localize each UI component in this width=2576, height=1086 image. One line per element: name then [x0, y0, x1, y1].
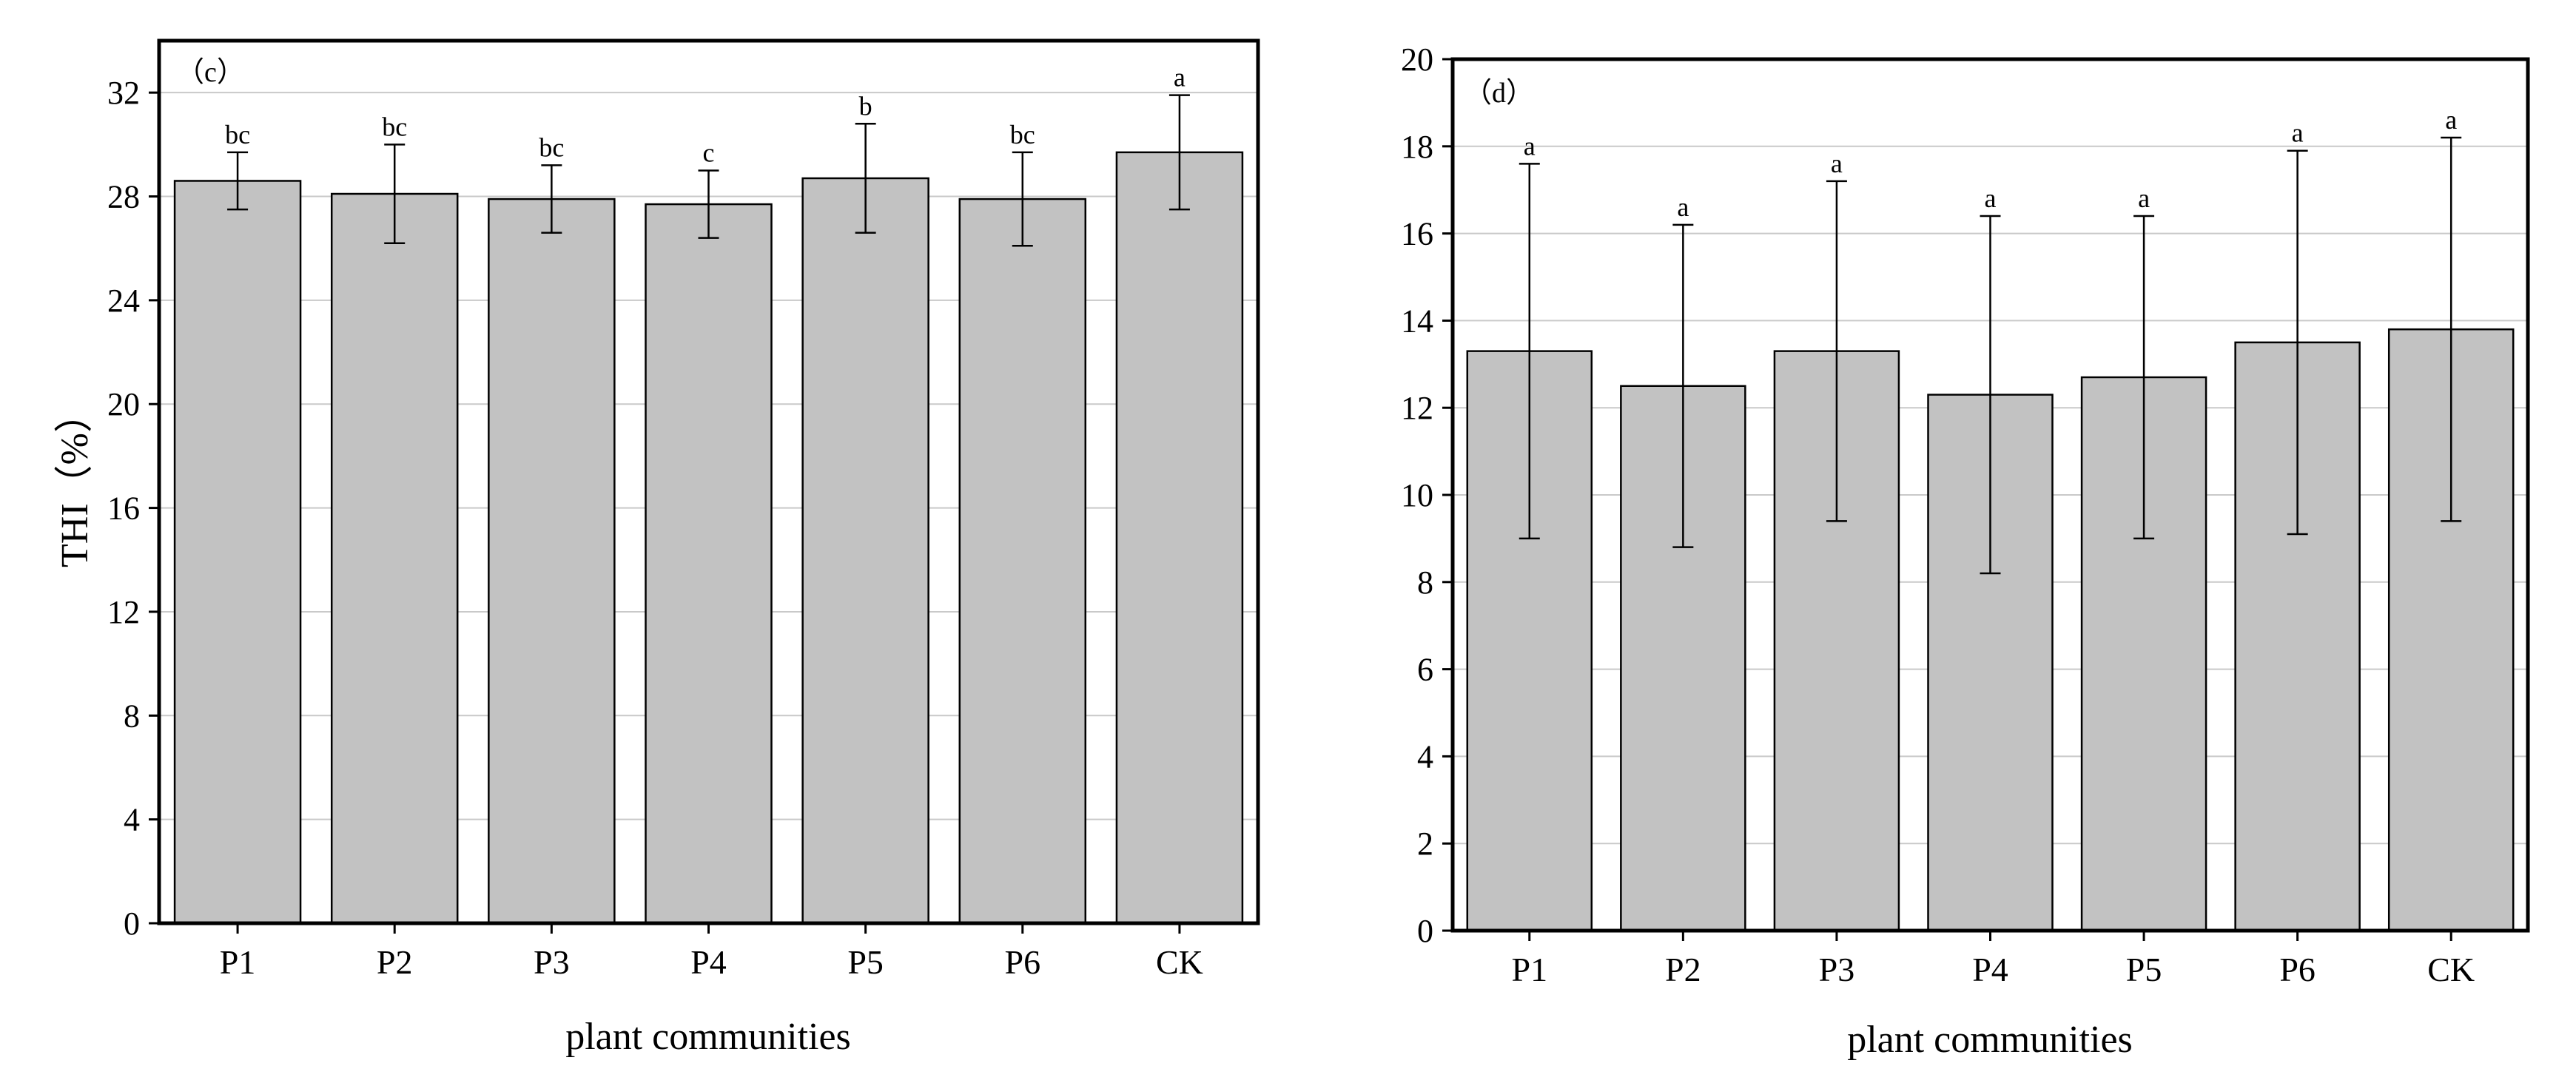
x-axis-title-c: plant communities [565, 1016, 851, 1058]
x-tick-label: P1 [220, 943, 256, 981]
x-tick-label: P5 [2126, 951, 2162, 988]
y-axis-title-c: THI（%） [54, 394, 96, 567]
significance-label: a [1831, 149, 1843, 178]
x-tick-label: P1 [1511, 951, 1547, 988]
y-tick-label: 12 [107, 594, 140, 630]
y-tick-label: 16 [1401, 216, 1433, 252]
bar-p5 [801, 177, 929, 925]
x-tick-label: P3 [534, 943, 570, 981]
x-tick-label: CK [1156, 943, 1203, 981]
y-tick-label: 2 [1417, 826, 1433, 862]
x-tick-label: P2 [1665, 951, 1701, 988]
significance-label: a [1174, 63, 1186, 92]
x-tick-label: P6 [1004, 943, 1040, 981]
y-tick-label: 20 [1401, 41, 1433, 78]
y-tick-label: 6 [1417, 652, 1433, 688]
y-tick-label: 0 [1417, 913, 1433, 949]
bar-p4 [645, 203, 773, 925]
significance-label: a [1985, 183, 1997, 213]
plot-frame-d [1450, 57, 2530, 933]
significance-label: bc [1010, 120, 1035, 149]
significance-label: bc [225, 120, 250, 149]
significance-label: a [2445, 105, 2457, 135]
significance-label: bc [539, 132, 564, 162]
y-tick-label: 8 [124, 698, 140, 734]
bar-p2 [330, 192, 459, 925]
panel-label-c: （c） [176, 57, 245, 88]
y-tick-label: 0 [124, 905, 140, 942]
y-tick-label: 8 [1417, 564, 1433, 601]
y-tick-label: 12 [1401, 390, 1433, 426]
x-tick-label: P5 [847, 943, 884, 981]
y-tick-label: 32 [107, 75, 140, 111]
y-tick-label: 14 [1401, 303, 1433, 339]
y-tick-label: 4 [124, 802, 140, 838]
y-tick-label: 24 [107, 283, 140, 319]
x-tick-label: P4 [690, 943, 727, 981]
y-tick-label: 16 [107, 490, 140, 527]
x-tick-label: P2 [377, 943, 413, 981]
significance-label: a [1524, 131, 1536, 161]
y-tick-label: 28 [107, 179, 140, 215]
x-tick-label: CK [2427, 951, 2475, 988]
significance-label: a [2138, 183, 2150, 213]
significance-label: b [859, 91, 872, 121]
significance-label: a [2292, 118, 2304, 148]
panel-label-d: （d） [1464, 78, 1534, 109]
x-tick-label: P3 [1819, 951, 1855, 988]
significance-label: a [1677, 192, 1689, 222]
bar-p6 [958, 198, 1087, 925]
bar-p1 [173, 180, 302, 925]
plot-frame-c [157, 38, 1260, 925]
y-tick-label: 4 [1417, 738, 1433, 775]
y-tick-label: 20 [107, 386, 140, 422]
y-tick-label: 10 [1401, 477, 1433, 513]
chart-panel-c: 0 4 8 12 16 20 24 28 32 bc P1 bc P2 bc P3 c P4 b P5 bc P6 a CK… [54, 38, 1260, 1058]
chart-panel-d: 0 2 4 6 8 10 12 14 16 18 20 a P1 a P2 a P3 a P4 a P5 a P6 a CK （… [1401, 41, 2530, 1061]
y-tick-label: 18 [1401, 129, 1433, 165]
significance-label: c [703, 138, 715, 167]
significance-label: bc [382, 112, 407, 141]
x-axis-title-d: plant communities [1847, 1019, 2133, 1061]
x-tick-label: P6 [2279, 951, 2316, 988]
x-tick-label: P4 [1972, 951, 2008, 988]
bar-ck [1115, 151, 1244, 925]
bar-p3 [488, 198, 616, 925]
